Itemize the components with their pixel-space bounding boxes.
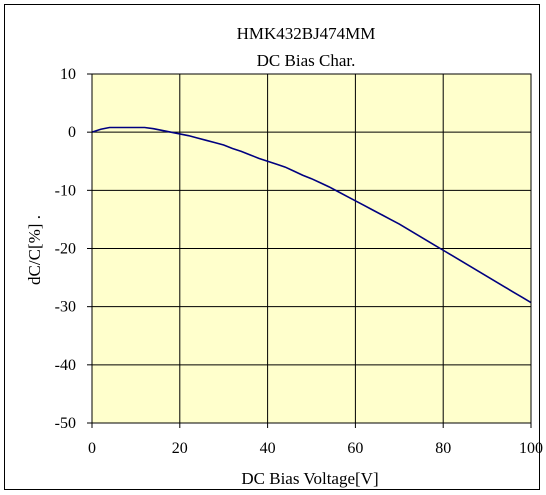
x-tick-label: 20 — [172, 440, 188, 457]
y-tick-label: -10 — [55, 182, 76, 199]
series-line — [91, 126, 532, 304]
chart-title: HMK432BJ474MM — [237, 24, 376, 43]
x-tick-label: 100 — [519, 440, 543, 457]
chart-subtitle: DC Bias Char. — [257, 51, 356, 70]
y-tick-label: 10 — [60, 66, 76, 83]
plot-border — [91, 73, 532, 424]
y-tick-label: -30 — [55, 299, 76, 316]
x-axis-label: DC Bias Voltage[V] — [241, 469, 378, 488]
x-tick-label: 60 — [347, 440, 363, 457]
y-axis-label: dC/C[%] . — [25, 215, 44, 285]
y-tick-label: -20 — [55, 241, 76, 258]
x-tick-label: 0 — [88, 440, 96, 457]
y-tick-label: -40 — [55, 357, 76, 374]
x-tick-label: 80 — [435, 440, 451, 457]
y-tick-label: 0 — [68, 124, 76, 141]
x-tick-label: 40 — [260, 440, 276, 457]
grid-lines — [92, 74, 531, 423]
data-series — [91, 126, 532, 304]
y-tick-label: -50 — [55, 415, 76, 432]
